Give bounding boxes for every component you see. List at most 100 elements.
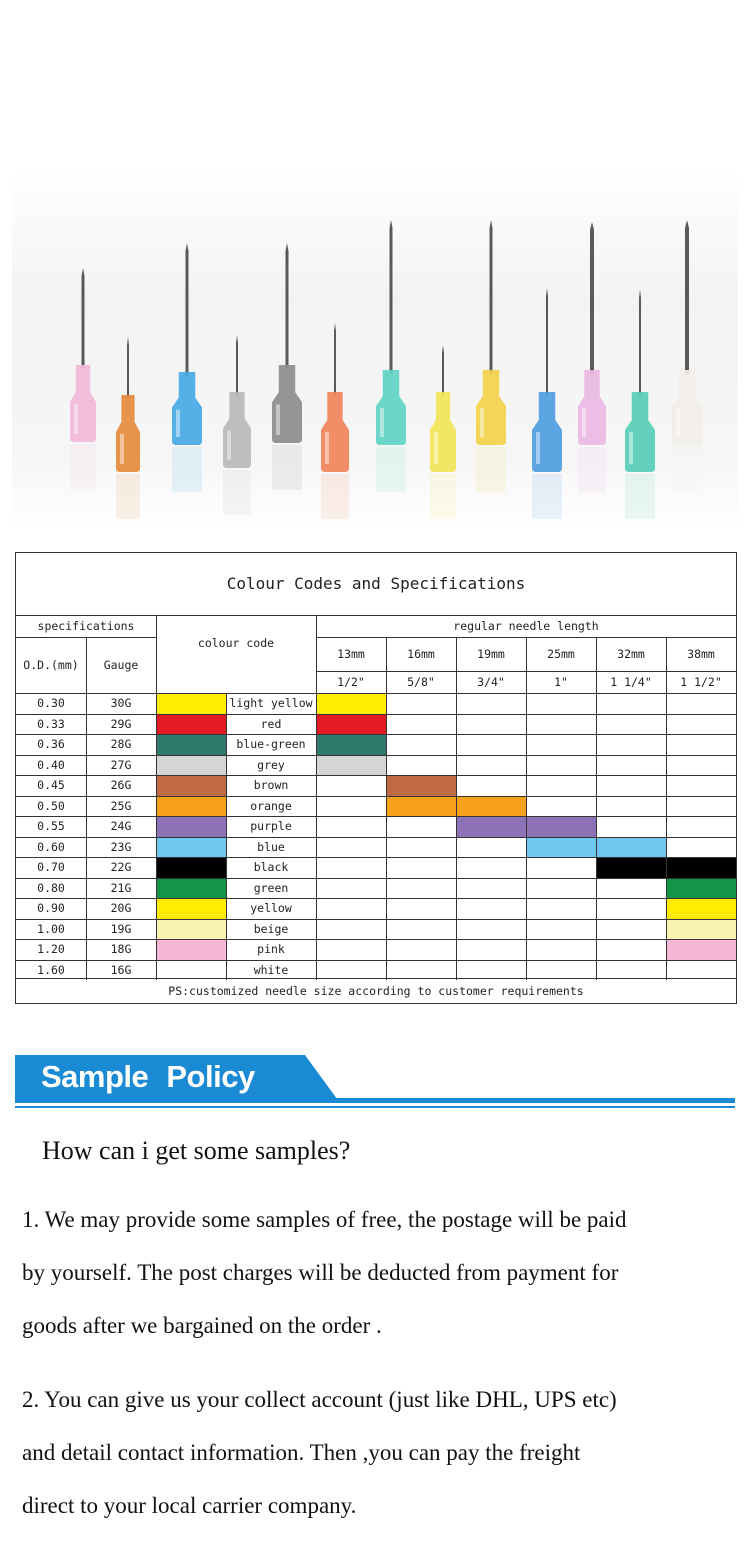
colour-swatch xyxy=(156,713,226,734)
length-availability-cell xyxy=(386,775,456,796)
colour-swatch xyxy=(156,775,226,796)
header-length-mm: 19mm xyxy=(477,647,505,661)
header-length-in: 1" xyxy=(554,675,568,689)
row-colour-name: purple xyxy=(250,819,292,833)
table-title: Colour Codes and Specifications xyxy=(16,553,736,616)
length-availability-cell xyxy=(526,836,596,857)
row-gauge: 29G xyxy=(110,716,132,731)
colour-swatch xyxy=(156,857,226,878)
needle xyxy=(223,335,251,515)
policy-line-5: and detail contact information. Then ,yo… xyxy=(22,1440,581,1465)
colour-swatch xyxy=(156,959,226,980)
header-length-mm: 25mm xyxy=(547,647,575,661)
colour-swatch xyxy=(156,693,226,714)
needle xyxy=(476,220,506,492)
grid-line xyxy=(16,857,736,858)
row-colour-name: blue xyxy=(257,839,285,854)
grid-line xyxy=(16,693,736,694)
needle xyxy=(376,220,406,492)
grid-line xyxy=(16,898,736,899)
length-availability-cell xyxy=(666,857,736,878)
colour-swatch xyxy=(156,734,226,755)
row-colour-name: grey xyxy=(257,757,285,772)
row-od: 0.55 xyxy=(37,819,65,833)
banner-underline-thin xyxy=(15,1106,735,1108)
row-od: 0.60 xyxy=(37,839,65,854)
row-gauge: 25G xyxy=(110,798,132,813)
row-gauge: 16G xyxy=(110,962,132,977)
row-od: 0.50 xyxy=(37,798,65,813)
grid-line xyxy=(386,637,387,980)
row-od: 0.45 xyxy=(37,778,65,792)
row-colour-name: light yellow xyxy=(229,696,313,710)
length-availability-cell xyxy=(666,918,736,939)
row-gauge: 20G xyxy=(110,901,132,915)
row-colour-name: black xyxy=(253,860,289,874)
header-od: O.D.(mm) xyxy=(23,658,79,672)
grid-line xyxy=(16,775,736,776)
colour-code-spec-table: Colour Codes and Specifications specific… xyxy=(15,552,737,1004)
length-availability-cell xyxy=(316,713,386,734)
length-availability-cell xyxy=(666,898,736,919)
row-gauge: 24G xyxy=(110,819,132,833)
grid-line xyxy=(16,754,736,756)
header-length-in: 1 1/2" xyxy=(680,675,722,689)
policy-question: How can i get some samples? xyxy=(42,1136,351,1165)
grid-line xyxy=(16,713,736,715)
policy-line-4: 2. You can give us your collect account … xyxy=(22,1387,617,1412)
row-od: 0.70 xyxy=(37,860,65,874)
row-od: 0.40 xyxy=(37,757,65,772)
row-gauge: 19G xyxy=(110,921,132,936)
needle xyxy=(116,337,140,519)
row-colour-name: white xyxy=(253,962,289,977)
needle xyxy=(532,288,562,519)
row-colour-name: red xyxy=(260,716,282,731)
header-length-in: 1 1/4" xyxy=(610,675,652,689)
header-length-in: 3/4" xyxy=(477,675,505,689)
row-od: 0.90 xyxy=(37,901,65,915)
needle xyxy=(70,268,96,489)
grid-line xyxy=(16,795,736,797)
sample-policy-banner: Sample Policy xyxy=(15,1055,735,1115)
grid-line xyxy=(16,918,736,920)
row-od: 0.33 xyxy=(37,716,65,731)
length-availability-cell xyxy=(526,816,596,837)
colour-swatch xyxy=(156,877,226,898)
row-od: 0.80 xyxy=(37,880,65,895)
grid-line xyxy=(666,637,667,980)
table-footnote: PS:customized needle size according to c… xyxy=(16,978,736,1003)
header-length-in: 1/2" xyxy=(337,675,365,689)
colour-swatch xyxy=(156,754,226,775)
grid-line xyxy=(316,615,317,980)
row-colour-name: yellow xyxy=(250,901,292,915)
header-colour-code: colour code xyxy=(197,636,275,650)
length-availability-cell xyxy=(316,754,386,775)
grid-line xyxy=(16,959,736,961)
colour-swatch xyxy=(156,918,226,939)
header-length-mm: 32mm xyxy=(617,647,645,661)
needle xyxy=(625,290,655,519)
needle xyxy=(272,243,302,490)
grid-line xyxy=(86,637,87,980)
row-od: 1.00 xyxy=(37,921,65,936)
row-gauge: 21G xyxy=(110,880,132,895)
header-regular-length: regular needle length xyxy=(453,619,599,633)
grid-line xyxy=(456,637,457,980)
length-availability-cell xyxy=(596,857,666,878)
row-gauge: 26G xyxy=(110,778,132,792)
length-availability-cell xyxy=(666,939,736,960)
row-colour-name: brown xyxy=(253,778,289,792)
banner-bar xyxy=(15,1055,340,1103)
row-colour-name: beige xyxy=(253,921,289,936)
row-gauge: 27G xyxy=(110,757,132,772)
grid-line xyxy=(156,615,157,980)
colour-swatch xyxy=(156,836,226,857)
row-od: 1.20 xyxy=(37,942,65,956)
needle xyxy=(578,222,606,492)
header-specifications: specifications xyxy=(37,619,135,633)
length-availability-cell xyxy=(456,795,526,816)
length-availability-cell xyxy=(316,734,386,755)
row-colour-name: blue-green xyxy=(236,737,306,751)
grid-line xyxy=(16,816,736,817)
row-colour-name: pink xyxy=(257,942,285,956)
